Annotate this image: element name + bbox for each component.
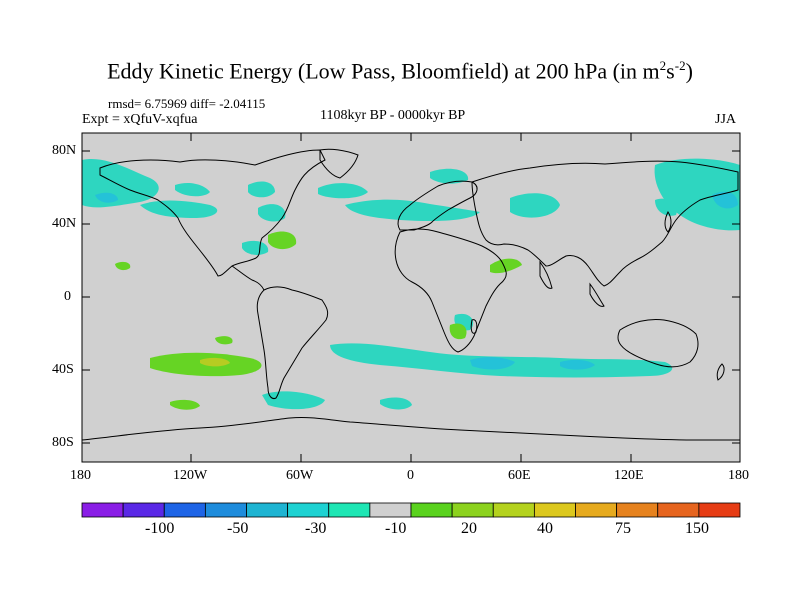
coast-japan	[664, 211, 672, 233]
colorbar-label-20: 20	[461, 520, 477, 537]
coast-greenland	[319, 148, 359, 179]
colorbar-swatch	[204, 502, 247, 518]
experiment-label: Expt = xQfuV-xqfua	[82, 112, 198, 127]
coast-north-america	[99, 149, 326, 277]
colorbar-swatch	[328, 502, 371, 518]
neg-anomaly-southern-core-1	[470, 357, 515, 370]
coast-new-zealand	[716, 363, 725, 381]
pos-anomaly-east-pacific	[115, 261, 131, 271]
lon-label-180-east: 180	[728, 468, 749, 483]
colorbar-swatch	[616, 502, 659, 518]
lon-label-60e: 60E	[508, 468, 531, 483]
coast-south-america	[256, 286, 329, 399]
axis-ticks	[82, 133, 740, 462]
lon-label-180-west: 180	[70, 468, 91, 483]
neg-anomaly-great-lakes	[258, 204, 286, 222]
colorbar-swatch	[369, 502, 412, 518]
coast-central-america	[231, 265, 265, 291]
pos-anomaly-southern-ocean-1	[170, 399, 200, 410]
coast-southeast-asia	[589, 282, 605, 307]
colorbar-swatch	[410, 502, 453, 518]
colorbar-swatch	[451, 502, 494, 518]
positive-anomalies-stronger	[200, 357, 230, 367]
coast-australia	[617, 319, 699, 368]
colorbar-label-neg50: -50	[227, 520, 249, 537]
anomaly-fields	[82, 158, 740, 410]
pos-anomaly-south-africa	[449, 323, 467, 340]
neg-anomaly-north-pacific-core	[95, 192, 118, 203]
neg-anomaly-north-atlantic	[318, 183, 368, 199]
colorbar-label-150: 150	[685, 520, 709, 537]
coast-asia	[471, 160, 739, 287]
lat-label-40n: 40N	[52, 216, 77, 231]
colorbar-swatch	[492, 502, 535, 518]
neg-anomaly-southern-atlantic	[380, 397, 412, 410]
colorbar-swatch	[122, 502, 165, 518]
map-background	[82, 133, 740, 462]
neg-anomaly-europe	[345, 199, 480, 222]
colorbar-label-neg10: -10	[385, 520, 407, 537]
colorbar-label-75: 75	[615, 520, 631, 537]
coast-africa	[394, 228, 507, 353]
period-label: 1108kyr BP - 0000kyr BP	[320, 108, 466, 123]
coast-europe	[397, 180, 478, 231]
colorbar-swatch	[533, 502, 576, 518]
colorbar-label-neg30: -30	[305, 520, 327, 537]
colorbar-swatch	[657, 502, 700, 518]
colorbar-swatch	[81, 502, 124, 518]
colorbar-label-neg100: -100	[145, 520, 175, 537]
neg-anomaly-northeast-asia-ocean	[654, 158, 740, 231]
neg-anomaly-northeast-asia-core	[712, 191, 738, 209]
colorbar-swatch	[698, 502, 741, 518]
pos-anomaly-south-pacific-small	[215, 336, 233, 345]
coast-antarctica	[82, 417, 740, 441]
colorbar-swatch	[575, 502, 618, 518]
lat-label-40s: 40S	[52, 362, 74, 377]
neg-anomaly-central-asia	[510, 193, 560, 218]
neg-anomaly-gulf	[242, 240, 269, 255]
colorbar-label-40: 40	[537, 520, 553, 537]
lat-label-0: 0	[64, 289, 71, 304]
lat-label-80s: 80S	[52, 435, 74, 450]
rmsd-diff-stats: rmsd= 6.75969 diff= -2.04115	[108, 96, 266, 111]
colorbar-swatch	[287, 502, 330, 518]
lon-label-120e: 120E	[614, 468, 644, 483]
plot-title: Eddy Kinetic Energy (Low Pass, Bloomfiel…	[107, 58, 693, 84]
coast-madagascar	[470, 319, 478, 334]
colorbar-swatch	[163, 502, 206, 518]
coastlines	[82, 148, 740, 441]
neg-anomaly-japan	[655, 198, 677, 216]
neg-anomaly-alaska	[175, 182, 210, 197]
season-label: JJA	[715, 112, 737, 127]
neg-anomaly-north-pacific-east	[140, 200, 218, 218]
lat-label-80n: 80N	[52, 143, 77, 158]
coast-india	[539, 260, 553, 289]
pos-anomaly-arabian	[490, 258, 522, 274]
lon-label-60w: 60W	[286, 468, 314, 483]
neg-anomaly-southern-core-2	[560, 359, 595, 370]
lon-label-120w: 120W	[173, 468, 208, 483]
pos-anomaly-south-pacific-core	[200, 357, 230, 367]
colorbar	[81, 502, 741, 518]
neg-anomaly-norway	[430, 168, 469, 184]
colorbar-swatch	[246, 502, 289, 518]
negative-anomalies-stronger	[95, 191, 738, 370]
pos-anomaly-atlantic-us	[268, 231, 297, 250]
lon-label-0: 0	[407, 468, 414, 483]
neg-anomaly-canada	[248, 181, 275, 198]
